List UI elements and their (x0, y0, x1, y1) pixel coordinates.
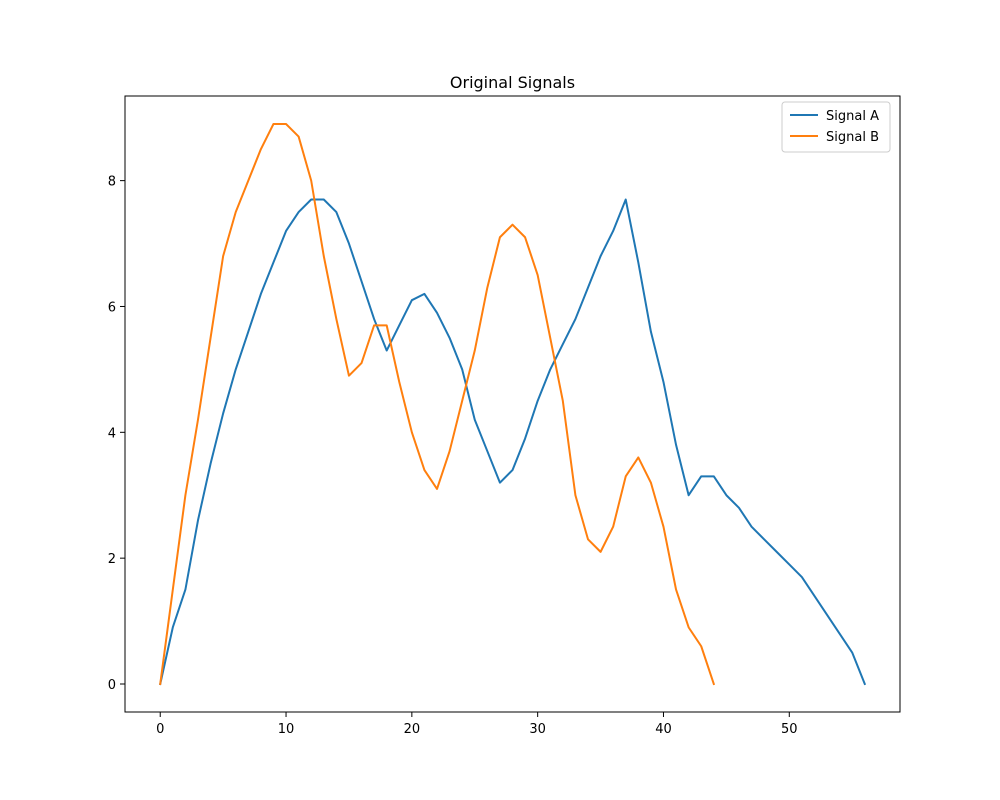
y-tick-label: 4 (108, 426, 116, 441)
legend-label: Signal B (826, 130, 879, 145)
x-tick-label: 0 (156, 722, 164, 737)
legend: Signal A Signal B (781, 101, 891, 153)
x-tick-label: 20 (404, 722, 421, 737)
axes-frame (124, 95, 901, 713)
y-tick-label: 0 (108, 678, 116, 693)
y-tick-label: 8 (108, 175, 116, 190)
plot-area (159, 123, 867, 686)
chart-title: Original Signals (450, 73, 575, 92)
series-line-1 (159, 198, 867, 686)
x-tick-label: 50 (781, 722, 798, 737)
y-tick-label: 2 (108, 552, 116, 567)
x-tick-label: 10 (278, 722, 295, 737)
y-tick-label: 6 (108, 300, 116, 315)
legend-label: Signal A (826, 109, 879, 124)
axes: 0 10 20 30 40 50 0 2 4 6 8 (108, 95, 901, 737)
x-tick-label: 30 (529, 722, 546, 737)
series-line-2 (159, 123, 716, 686)
x-tick-label: 40 (655, 722, 672, 737)
